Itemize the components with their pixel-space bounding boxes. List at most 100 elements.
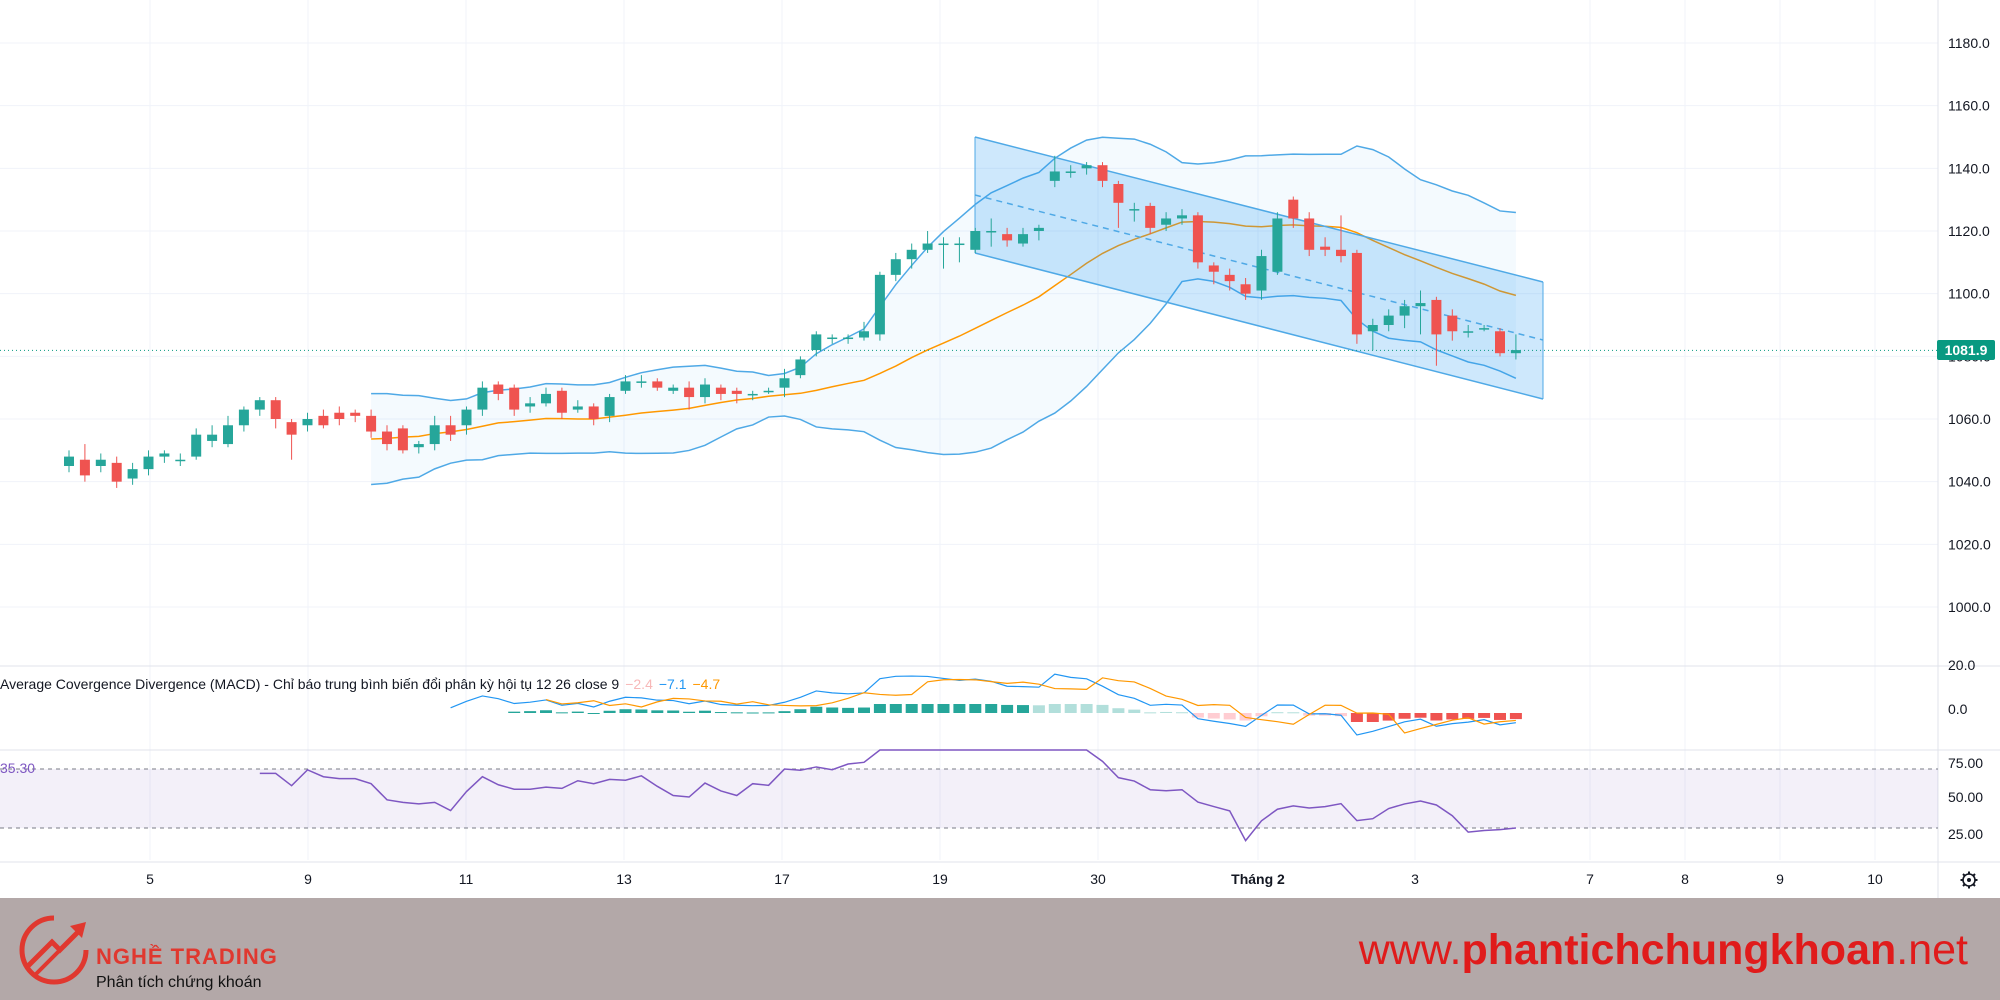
macd-histogram-bar bbox=[1144, 712, 1157, 714]
candle bbox=[1097, 162, 1108, 188]
candle-body bbox=[191, 434, 202, 457]
macd-histogram-bar bbox=[1335, 713, 1347, 717]
candle bbox=[1145, 202, 1156, 235]
candle-body bbox=[1065, 171, 1076, 173]
macd-tick-label: 20.0 bbox=[1948, 657, 1975, 673]
candle bbox=[191, 428, 202, 460]
rsi-tick-label: 75.00 bbox=[1948, 755, 1983, 771]
candle bbox=[1351, 249, 1362, 344]
candle bbox=[493, 381, 504, 401]
macd-histogram-bar bbox=[1382, 713, 1395, 721]
candle-body bbox=[1033, 227, 1044, 231]
candle-body bbox=[731, 390, 742, 394]
candle bbox=[779, 368, 790, 398]
footer-banner: NGHỀ TRADING Phân tích chứng khoán www.p… bbox=[0, 898, 2000, 1000]
candle-body bbox=[1479, 328, 1490, 330]
candle bbox=[159, 450, 170, 463]
candle bbox=[397, 425, 408, 454]
macd-histogram-bar bbox=[762, 712, 775, 714]
candle bbox=[1081, 162, 1092, 175]
website-prefix: www. bbox=[1358, 926, 1462, 974]
candle-body bbox=[922, 243, 933, 250]
candle-body bbox=[445, 425, 456, 435]
candle bbox=[79, 444, 90, 482]
candle-body bbox=[1463, 331, 1474, 333]
website-domain: phantichchungkhoan bbox=[1461, 926, 1897, 974]
website-link[interactable]: www.phantichchungkhoan.net bbox=[1359, 926, 1968, 975]
candle-body bbox=[938, 243, 949, 246]
candle-body bbox=[1256, 256, 1267, 291]
macd-histogram-bar bbox=[1112, 708, 1125, 713]
time-tick-label: 11 bbox=[459, 871, 474, 887]
price-axis: 1180.01160.01140.01120.01100.01080.01060… bbox=[1948, 35, 1991, 615]
macd-histogram-bar bbox=[826, 707, 839, 713]
gear-tooth bbox=[1972, 883, 1976, 887]
candle-body bbox=[541, 393, 551, 404]
rsi-line bbox=[259, 749, 1516, 842]
candle-body bbox=[874, 274, 885, 335]
price-tick-label: 1180.0 bbox=[1948, 35, 1990, 51]
candle bbox=[1113, 180, 1124, 228]
macd-signal-line bbox=[545, 677, 1516, 734]
candle-body bbox=[64, 456, 74, 466]
candle-body bbox=[525, 403, 536, 407]
candle bbox=[1479, 325, 1490, 332]
candle-body bbox=[1113, 184, 1124, 203]
macd-histogram-bar bbox=[1176, 712, 1188, 714]
candle-body bbox=[1495, 331, 1505, 354]
candle bbox=[270, 397, 281, 429]
candle-body bbox=[684, 387, 695, 398]
candle-body bbox=[350, 412, 361, 416]
candle bbox=[954, 237, 965, 263]
chart-area[interactable]: 1180.01160.01140.01120.01100.01080.01060… bbox=[0, 0, 2000, 898]
macd-histogram-bar bbox=[699, 710, 711, 713]
candle-body bbox=[1049, 171, 1060, 181]
macd-histogram-bar bbox=[683, 711, 696, 713]
candle-body bbox=[1145, 205, 1156, 228]
candle-body bbox=[954, 243, 965, 246]
macd-value-signal: −4.7 bbox=[692, 676, 721, 692]
candle-body bbox=[1177, 215, 1187, 219]
candle bbox=[827, 334, 838, 344]
rsi-panel: 75.00 50.00 25.00 bbox=[0, 749, 1983, 842]
candle bbox=[127, 462, 138, 485]
candle bbox=[986, 218, 997, 247]
macd-histogram-bar bbox=[985, 704, 998, 713]
candle-body bbox=[159, 453, 170, 457]
macd-histogram-bar bbox=[635, 709, 648, 713]
candle bbox=[286, 419, 297, 460]
macd-histogram-bar bbox=[1255, 713, 1268, 717]
candle bbox=[652, 378, 663, 391]
macd-value-macd: −7.1 bbox=[658, 676, 687, 692]
candle-body bbox=[366, 415, 377, 432]
macd-histogram-bar bbox=[1446, 713, 1459, 720]
candle bbox=[636, 375, 647, 388]
time-tick-label: 8 bbox=[1681, 871, 1689, 887]
macd-histogram-bar bbox=[571, 711, 584, 713]
macd-histogram-bar bbox=[905, 704, 918, 713]
candle bbox=[64, 450, 74, 473]
chart-svg[interactable]: 1180.01160.01140.01120.01100.01080.01060… bbox=[0, 0, 2000, 898]
candle bbox=[715, 384, 726, 401]
rsi-legend: 35.30 bbox=[0, 760, 36, 776]
price-tick-label: 1000.0 bbox=[1948, 599, 1991, 615]
time-tick-label: 30 bbox=[1090, 871, 1106, 887]
candle bbox=[429, 415, 440, 451]
macd-panel: 20.0 0.0 bbox=[450, 657, 1975, 736]
candle-body bbox=[1351, 252, 1362, 335]
candle-body bbox=[1224, 274, 1235, 282]
rsi-tick-label: 25.00 bbox=[1948, 826, 1983, 842]
candle-body bbox=[1336, 249, 1346, 257]
macd-histogram-bar bbox=[1207, 713, 1220, 719]
candle-body bbox=[1240, 284, 1251, 294]
time-tick-label: Tháng 2 bbox=[1231, 871, 1285, 887]
candle bbox=[1065, 165, 1076, 178]
macd-histogram-bar bbox=[1223, 713, 1236, 720]
candle bbox=[747, 390, 758, 401]
brand-tagline: Phân tích chứng khoán bbox=[96, 974, 262, 991]
candle bbox=[588, 403, 599, 426]
gear-icon[interactable] bbox=[1960, 871, 1978, 889]
macd-histogram-bar bbox=[1509, 713, 1522, 720]
rsi-tick-label: 50.00 bbox=[1948, 789, 1983, 805]
candle-body bbox=[652, 381, 663, 388]
